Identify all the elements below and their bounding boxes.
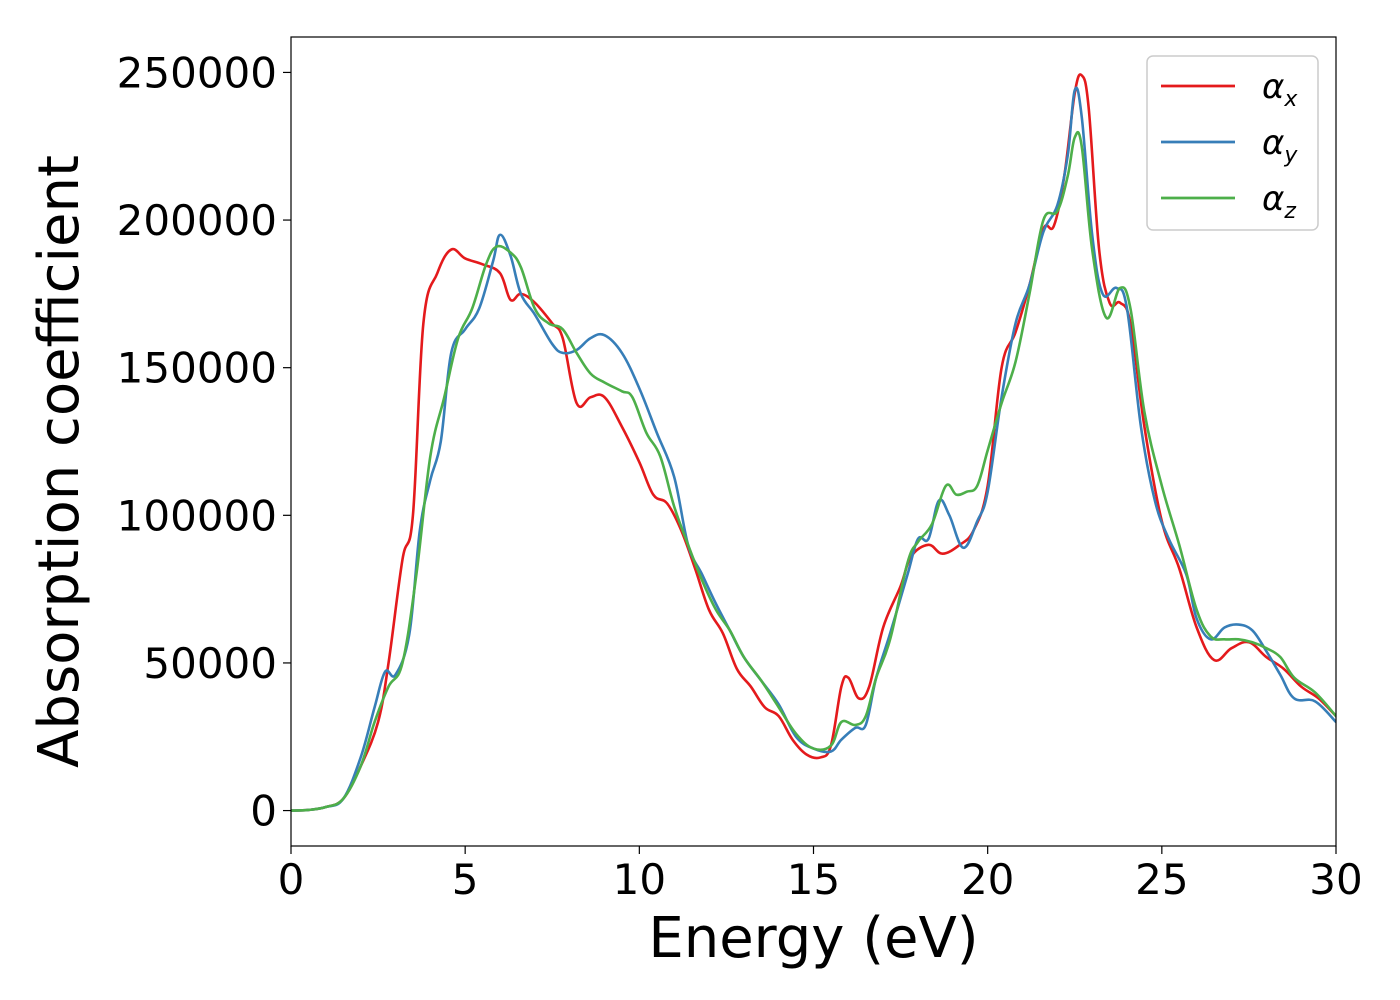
x-axis: 0 5 10 15 20 25 30 xyxy=(278,846,1363,904)
x-tick-label: 10 xyxy=(613,855,666,904)
y-tick-label: 150000 xyxy=(117,344,277,393)
x-tick-label: 30 xyxy=(1309,855,1362,904)
x-tick-label: 25 xyxy=(1135,855,1188,904)
y-tick-label: 50000 xyxy=(143,639,277,688)
y-tick-label: 0 xyxy=(250,787,277,836)
series-layer xyxy=(291,73,1336,812)
x-tick-label: 0 xyxy=(278,855,305,904)
x-tick-label: 20 xyxy=(961,855,1014,904)
x-axis-title: Energy (eV) xyxy=(648,906,978,971)
y-tick-label: 100000 xyxy=(117,491,277,540)
y-axis-title: Absorption coefficient xyxy=(27,155,92,768)
y-tick-label: 200000 xyxy=(117,196,277,245)
series-line-alpha-z xyxy=(291,130,1336,812)
x-tick-label: 15 xyxy=(787,855,840,904)
x-tick-label: 5 xyxy=(452,855,479,904)
y-axis: 0 50000 100000 150000 200000 250000 xyxy=(117,48,291,836)
y-tick-label: 250000 xyxy=(117,48,277,97)
